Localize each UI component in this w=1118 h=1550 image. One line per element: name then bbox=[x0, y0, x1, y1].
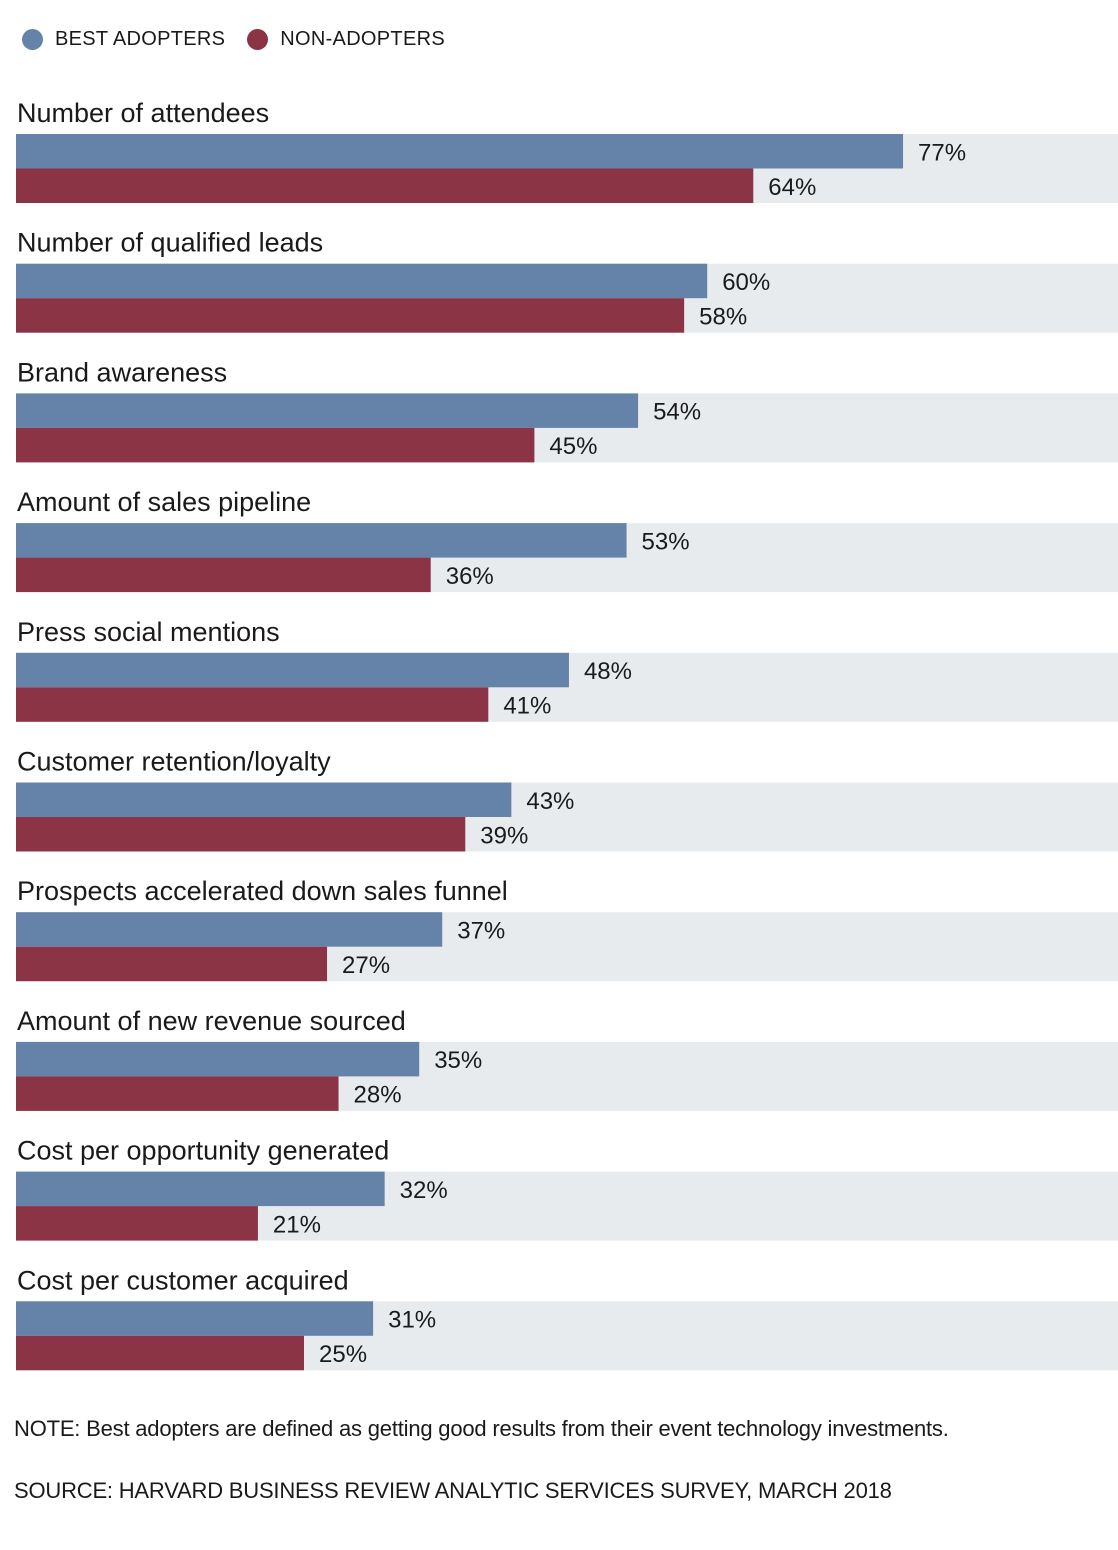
bar-non-adopters-cost-per-opportunity-generated bbox=[16, 1206, 258, 1241]
legend-label-best-adopters: BEST ADOPTERS bbox=[55, 27, 226, 50]
bar-non-adopters-amount-of-new-revenue-sourced bbox=[16, 1076, 339, 1111]
data-label-non-adopters-number-of-attendees: 64% bbox=[768, 174, 816, 201]
category-label-amount-of-new-revenue-sourced: Amount of new revenue sourced bbox=[17, 1006, 406, 1036]
data-label-best-adopters-number-of-qualified-leads: 60% bbox=[722, 269, 770, 296]
bar-best-adopters-number-of-qualified-leads bbox=[16, 263, 708, 299]
bar-non-adopters-number-of-qualified-leads bbox=[16, 298, 685, 333]
data-label-non-adopters-amount-of-sales-pipeline: 36% bbox=[446, 563, 494, 590]
data-label-best-adopters-press-social-mentions: 48% bbox=[584, 658, 632, 685]
bar-best-adopters-press-social-mentions bbox=[16, 652, 569, 688]
legend-label-non-adopters: NON-ADOPTERS bbox=[280, 27, 445, 50]
chart-note: NOTE: Best adopters are defined as getti… bbox=[14, 1416, 949, 1441]
bar-non-adopters-prospects-accelerated-down-sales-funnel bbox=[16, 946, 328, 982]
bar-best-adopters-customer-retention-loyalty bbox=[16, 782, 512, 817]
data-label-best-adopters-cost-per-customer-acquired: 31% bbox=[388, 1307, 436, 1334]
category-label-amount-of-sales-pipeline: Amount of sales pipeline bbox=[17, 487, 311, 517]
category-label-number-of-attendees: Number of attendees bbox=[17, 98, 269, 128]
data-label-non-adopters-prospects-accelerated-down-sales-funnel: 27% bbox=[342, 952, 390, 979]
category-label-prospects-accelerated-down-sales-funnel: Prospects accelerated down sales funnel bbox=[17, 876, 508, 906]
data-label-non-adopters-customer-retention-loyalty: 39% bbox=[480, 822, 528, 849]
legend-item-best-adopters: BEST ADOPTERS bbox=[22, 28, 225, 51]
bar-non-adopters-press-social-mentions bbox=[16, 687, 489, 722]
bar-best-adopters-cost-per-opportunity-generated bbox=[16, 1171, 385, 1207]
data-label-best-adopters-brand-awareness: 54% bbox=[653, 399, 701, 426]
category-label-number-of-qualified-leads: Number of qualified leads bbox=[17, 228, 323, 258]
legend-item-non-adopters: NON-ADOPTERS bbox=[247, 28, 445, 51]
data-label-non-adopters-cost-per-customer-acquired: 25% bbox=[319, 1341, 367, 1368]
data-label-best-adopters-amount-of-sales-pipeline: 53% bbox=[642, 528, 690, 555]
bar-best-adopters-number-of-attendees bbox=[16, 134, 904, 169]
bar-best-adopters-amount-of-new-revenue-sourced bbox=[16, 1041, 420, 1077]
data-label-best-adopters-prospects-accelerated-down-sales-funnel: 37% bbox=[457, 917, 505, 944]
data-label-best-adopters-cost-per-opportunity-generated: 32% bbox=[400, 1177, 448, 1204]
bar-best-adopters-brand-awareness bbox=[16, 393, 639, 428]
data-label-best-adopters-customer-retention-loyalty: 43% bbox=[526, 788, 574, 815]
category-label-cost-per-customer-acquired: Cost per customer acquired bbox=[17, 1265, 349, 1295]
data-label-non-adopters-amount-of-new-revenue-sourced: 28% bbox=[354, 1082, 402, 1109]
category-label-cost-per-opportunity-generated: Cost per opportunity generated bbox=[17, 1136, 389, 1166]
data-label-non-adopters-brand-awareness: 45% bbox=[549, 433, 597, 460]
chart-source: SOURCE: HARVARD BUSINESS REVIEW ANALYTIC… bbox=[14, 1478, 892, 1503]
bar-non-adopters-cost-per-customer-acquired bbox=[16, 1335, 304, 1371]
legend-swatch-best-adopters bbox=[22, 28, 43, 50]
bar-non-adopters-amount-of-sales-pipeline bbox=[16, 557, 431, 593]
data-label-non-adopters-press-social-mentions: 41% bbox=[503, 693, 551, 720]
bar-best-adopters-cost-per-customer-acquired bbox=[16, 1301, 374, 1336]
legend-swatch-non-adopters bbox=[247, 28, 269, 50]
data-label-non-adopters-cost-per-opportunity-generated: 21% bbox=[273, 1211, 321, 1238]
bar-non-adopters-brand-awareness bbox=[16, 427, 535, 463]
data-label-best-adopters-number-of-attendees: 77% bbox=[918, 139, 966, 166]
category-label-brand-awareness: Brand awareness bbox=[17, 357, 227, 387]
data-label-non-adopters-number-of-qualified-leads: 58% bbox=[699, 303, 747, 330]
bar-best-adopters-prospects-accelerated-down-sales-funnel bbox=[16, 912, 443, 947]
data-label-best-adopters-amount-of-new-revenue-sourced: 35% bbox=[434, 1047, 482, 1074]
bar-best-adopters-amount-of-sales-pipeline bbox=[16, 523, 627, 558]
bar-non-adopters-customer-retention-loyalty bbox=[16, 817, 466, 852]
category-label-press-social-mentions: Press social mentions bbox=[17, 617, 280, 647]
chart-legend: BEST ADOPTERS NON-ADOPTERS bbox=[22, 24, 467, 54]
bar-chart: Number of attendees 77% 64% Number of quali… bbox=[16, 98, 1118, 1371]
category-label-customer-retention-loyalty: Customer retention/loyalty bbox=[17, 747, 331, 777]
bar-non-adopters-number-of-attendees bbox=[16, 168, 754, 203]
